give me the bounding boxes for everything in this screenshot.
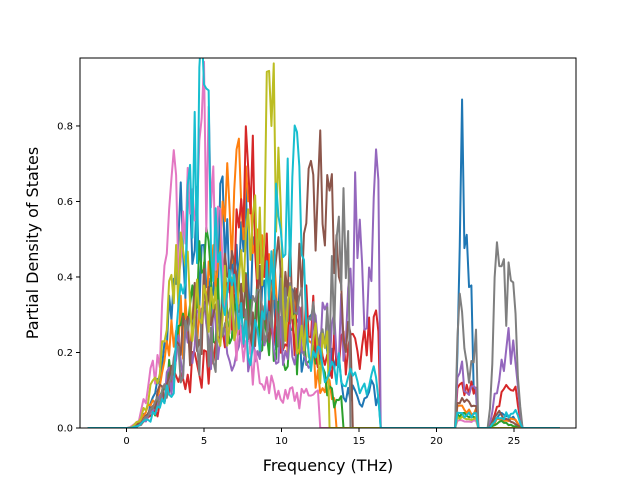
series-layer (87, 58, 560, 428)
pdos-series-line (87, 60, 560, 428)
pdos-series-line (87, 58, 560, 428)
x-tick-label: 5 (201, 436, 207, 447)
x-tick-label: 25 (508, 436, 521, 447)
y-tick-label: 0.6 (57, 197, 73, 208)
x-tick-label: 20 (430, 436, 443, 447)
pdos-series-line (87, 137, 560, 428)
x-tick-label: 0 (123, 436, 129, 447)
plot-frame (79, 57, 577, 429)
pdos-series-line (87, 148, 560, 428)
y-tick-label: 0.2 (57, 348, 73, 359)
x-tick-label: 10 (275, 436, 288, 447)
pdos-series-line (87, 62, 560, 428)
y-tick-label: 0.8 (57, 121, 73, 132)
y-tick-label: 0.4 (57, 272, 73, 283)
x-axis: 0 5 10 15 20 25 (123, 428, 520, 447)
y-axis-title: Partial Density of States (23, 147, 42, 339)
x-tick-label: 15 (353, 436, 366, 447)
x-axis-title: Frequency (THz) (263, 456, 393, 475)
y-axis: 0.0 0.2 0.4 0.6 0.8 (57, 121, 80, 435)
y-tick-label: 0.0 (57, 424, 73, 435)
